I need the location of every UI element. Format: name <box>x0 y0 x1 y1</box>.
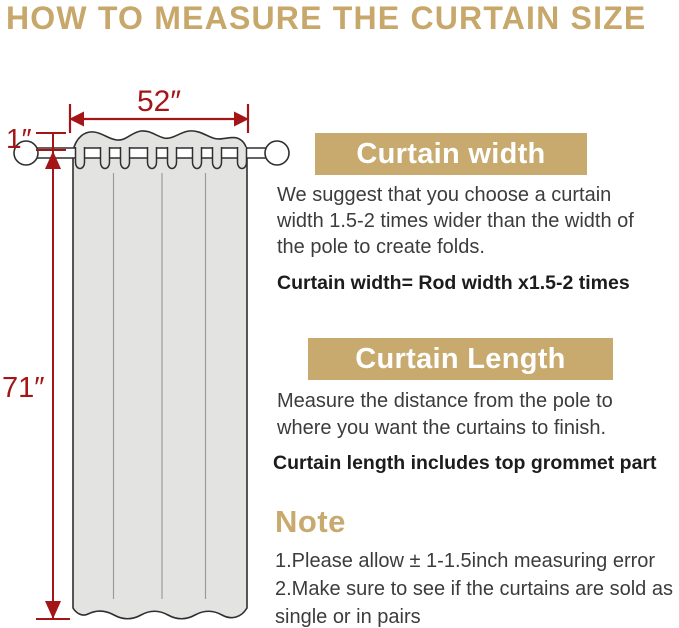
grommet-loops <box>74 147 248 170</box>
curtain-fabric <box>72 130 248 620</box>
curtain-length-description: Measure the distance from the pole to wh… <box>277 390 613 439</box>
curtain-measurement-diagram: 52″ 1″ 71″ <box>2 85 290 620</box>
curtain-width-heading-label: Curtain width <box>356 137 546 170</box>
curtain-width-description: We suggest that you choose a curtain wid… <box>277 184 634 258</box>
curtain-length-heading-label: Curtain Length <box>355 342 566 375</box>
curtain-width-heading: Curtain width <box>315 133 587 175</box>
rod-finial-right <box>264 140 290 166</box>
note-item-2: 2.Make sure to see if the curtains are s… <box>275 578 673 628</box>
grommet-top-dimension-label: 1″ <box>6 123 32 154</box>
note-heading: Note <box>275 504 346 539</box>
rod-finial-left <box>13 140 39 166</box>
curtain-length-formula: Curtain length includes top grommet part <box>273 452 657 474</box>
note-list: 1.Please allow ± 1-1.5inch measuring err… <box>275 547 679 628</box>
grommet-top-dimension: 1″ <box>6 123 66 154</box>
width-dimension: 52″ <box>68 85 250 133</box>
note-item-1: 1.Please allow ± 1-1.5inch measuring err… <box>275 550 656 572</box>
length-dimension-label: 71″ <box>2 372 45 404</box>
curtain-width-formula: Curtain width= Rod width x1.5-2 times <box>277 272 630 294</box>
curtain-length-heading: Curtain Length <box>308 338 613 380</box>
page-title: HOW TO MEASURE THE CURTAIN SIZE <box>6 0 647 36</box>
curtain-fold-lines <box>112 173 207 599</box>
length-dimension: 71″ <box>2 133 70 620</box>
width-dimension-label: 52″ <box>137 85 181 118</box>
